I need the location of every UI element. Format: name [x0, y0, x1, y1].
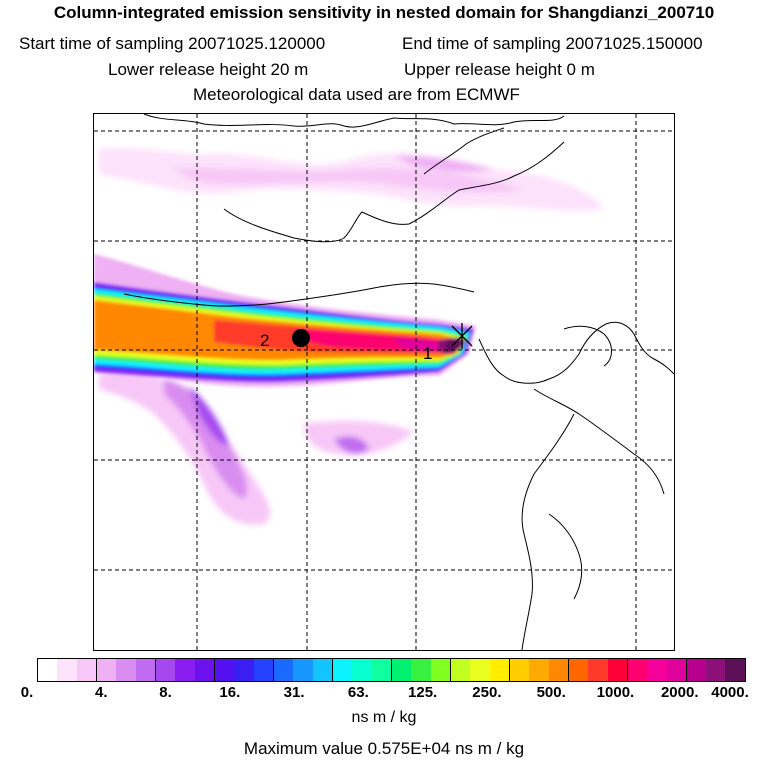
colorbar-swatch	[548, 659, 569, 681]
colorbar-tick-label: 1000.	[596, 684, 635, 701]
colorbar-tick-label: 4000.	[711, 684, 749, 701]
colorbar-tick-label: 8.	[159, 684, 172, 701]
colorbar-swatch	[293, 659, 313, 681]
colorbar-swatch	[725, 659, 745, 681]
main-plume	[94, 254, 476, 387]
met-data-label: Meteorological data used are from ECMWF	[193, 85, 520, 104]
colorbar-swatch	[607, 659, 628, 681]
sensitivity-map: 2 1	[94, 114, 674, 650]
colorbar-tick-label: 500.	[536, 684, 566, 701]
colorbar-swatch	[568, 659, 589, 681]
colorbar-tick-label: 0.	[20, 684, 34, 701]
colorbar-swatch	[38, 659, 58, 681]
colorbar-swatch	[175, 659, 195, 681]
colorbar-swatch	[509, 659, 530, 681]
colorbar-swatch	[332, 659, 353, 681]
colorbar-swatch	[96, 659, 117, 681]
release-site-cross	[451, 323, 473, 349]
southern-plume	[99, 370, 414, 525]
colorbar-swatch	[627, 659, 648, 681]
colorbar-swatch	[529, 659, 549, 681]
colorbar-swatch	[706, 659, 726, 681]
colorbar-swatch	[253, 659, 274, 681]
colorbar-swatch	[155, 659, 176, 681]
colorbar-swatch	[666, 659, 687, 681]
cluster-1-label: 1	[423, 344, 432, 363]
colorbar-swatch	[430, 659, 451, 681]
colorbar-tick-label: 125.	[408, 684, 438, 701]
map-panel: 2 1	[93, 113, 675, 651]
colorbar-tick-label: 16.	[219, 684, 241, 701]
colorbar-units: ns m / kg	[351, 709, 417, 726]
plot-title: Column-integrated emission sensitivity i…	[53, 3, 715, 22]
lat-lon-grid	[94, 114, 674, 650]
colorbar-tick-label: 31.	[283, 684, 305, 701]
lower-release-height-label: Lower release height 20 m	[108, 60, 309, 79]
colorbar-tick-label: 250.	[472, 684, 502, 701]
colorbar-swatch	[371, 659, 392, 681]
colorbar-swatch	[450, 659, 471, 681]
northern-plume	[99, 147, 604, 211]
colorbar-swatch	[116, 659, 136, 681]
colorbar-swatch	[686, 659, 707, 681]
colorbar-swatch	[273, 659, 294, 681]
cluster-2-dot	[292, 329, 310, 347]
colorbar-swatch	[194, 659, 215, 681]
colorbar	[37, 658, 746, 682]
colorbar-tick-label: 63.	[347, 684, 369, 701]
colorbar-swatch	[391, 659, 412, 681]
colorbar-swatch	[76, 659, 97, 681]
colorbar-swatch	[214, 659, 235, 681]
colorbar-swatch	[647, 659, 667, 681]
colorbar-swatch	[411, 659, 431, 681]
colorbar-swatch	[57, 659, 77, 681]
start-time-label: Start time of sampling 20071025.120000	[19, 34, 326, 53]
colorbar-swatch	[234, 659, 254, 681]
end-time-label: End time of sampling 20071025.150000	[402, 34, 703, 53]
colorbar-swatch	[470, 659, 490, 681]
colorbar-tick-label: 4.	[95, 684, 108, 701]
upper-release-height-label: Upper release height 0 m	[404, 60, 595, 79]
cluster-2-label: 2	[260, 331, 269, 350]
colorbar-tick-label: 2000.	[660, 684, 699, 701]
colorbar-swatch	[588, 659, 608, 681]
colorbar-swatch	[489, 659, 510, 681]
colorbar-swatch	[352, 659, 372, 681]
coastlines	[123, 114, 674, 650]
maximum-value-label: Maximum value 0.575E+04 ns m / kg	[243, 739, 525, 758]
colorbar-swatch	[135, 659, 156, 681]
colorbar-swatch	[312, 659, 333, 681]
